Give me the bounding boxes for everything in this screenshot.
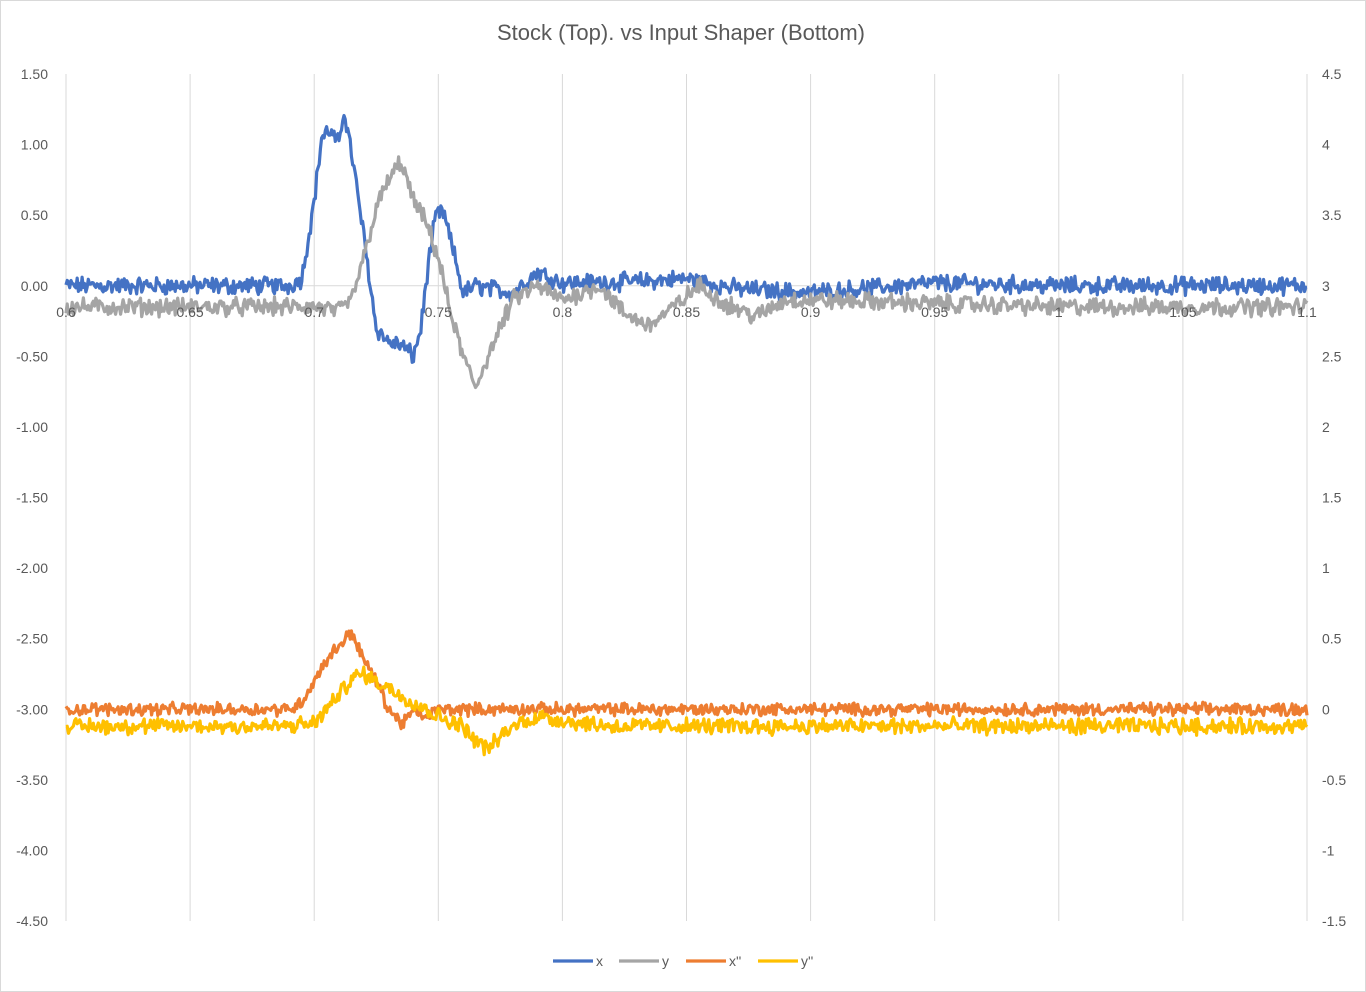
y-right-tick-label: -1	[1322, 842, 1335, 858]
y-right-tick-label: 4	[1322, 137, 1330, 153]
x-tick-label: 1.05	[1169, 304, 1196, 320]
y-right-tick-label: 2	[1322, 419, 1330, 435]
legend-label: y''	[801, 953, 813, 969]
x-tick-label: 0.7	[304, 304, 324, 320]
y-right-tick-label: 4.5	[1322, 66, 1342, 82]
series-lines	[64, 113, 1309, 757]
x-tick-label: 0.8	[553, 304, 573, 320]
y-left-tick-label: -4.00	[16, 842, 48, 858]
y-right-tick-label: 1.5	[1322, 490, 1342, 506]
axes: 0.6 0.65 0.7 0.75 0.8 0.85 0.9 0.95 1 1.05 1.11.50…	[16, 66, 1346, 929]
x-tick-label: 1.1	[1297, 304, 1317, 320]
y-left-tick-label: 0.00	[21, 278, 48, 294]
y-right-tick-label: -0.5	[1322, 772, 1346, 788]
x-tick-label: 0.6	[56, 304, 76, 320]
legend-item-x: x	[553, 953, 603, 969]
y-right-tick-label: 3.5	[1322, 207, 1342, 223]
legend-item-y: y	[619, 953, 669, 969]
legend-label: y	[662, 953, 669, 969]
gridlines	[65, 74, 1308, 921]
series-line-y''	[65, 665, 1309, 757]
y-left-tick-label: -3.50	[16, 772, 48, 788]
legend: x y x'' y''	[553, 953, 813, 969]
x-tick-label: 0.65	[176, 304, 203, 320]
series-line-x	[64, 113, 1308, 364]
legend-label: x	[596, 953, 603, 969]
y-right-tick-label: 0.5	[1322, 631, 1342, 647]
y-left-tick-label: -1.00	[16, 419, 48, 435]
y-left-tick-label: 1.00	[21, 137, 48, 153]
y-left-tick-label: -1.50	[16, 490, 48, 506]
y-left-tick-label: -2.50	[16, 631, 48, 647]
y-left-tick-label: 1.50	[21, 66, 48, 82]
chart-title: Stock (Top). vs Input Shaper (Bottom)	[497, 20, 865, 45]
y-left-tick-label: -2.00	[16, 560, 48, 576]
legend-item-x'': x''	[686, 953, 741, 969]
y-right-tick-label: 1	[1322, 560, 1330, 576]
y-right-tick-label: -1.5	[1322, 913, 1346, 929]
x-tick-label: 1	[1055, 304, 1063, 320]
y-left-tick-label: -3.00	[16, 701, 48, 717]
legend-label: x''	[729, 953, 741, 969]
y-right-tick-label: 2.5	[1322, 348, 1342, 364]
x-tick-label: 0.95	[921, 304, 948, 320]
x-tick-label: 0.75	[425, 304, 452, 320]
y-left-tick-label: -0.50	[16, 348, 48, 364]
legend-item-y'': y''	[758, 953, 813, 969]
y-left-tick-label: 0.50	[21, 207, 48, 223]
y-right-tick-label: 3	[1322, 278, 1330, 294]
series-line-x''	[64, 629, 1309, 731]
series-line-y	[64, 155, 1309, 390]
x-tick-label: 0.85	[673, 304, 700, 320]
y-right-tick-label: 0	[1322, 701, 1330, 717]
x-tick-label: 0.9	[801, 304, 821, 320]
y-left-tick-label: -4.50	[16, 913, 48, 929]
